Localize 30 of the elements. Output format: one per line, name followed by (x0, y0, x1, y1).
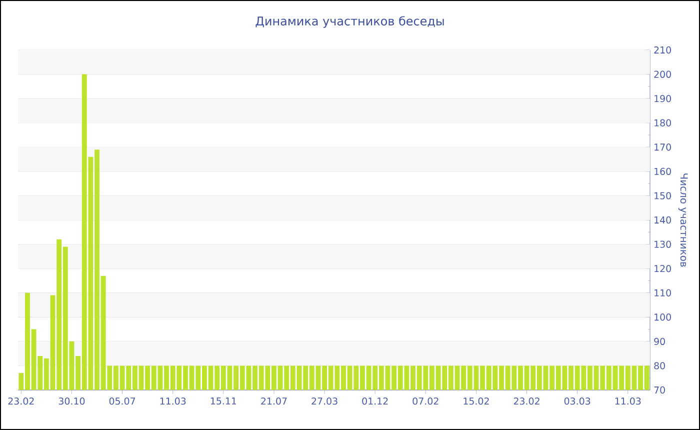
y-tick-label: 170 (654, 144, 671, 151)
y-tick-label: 110 (654, 289, 671, 296)
y-tick-label: 100 (654, 314, 671, 321)
x-tick-label: 11.03 (160, 398, 186, 405)
y-tick-label: 200 (654, 70, 671, 78)
x-tick-label: 30.10 (58, 398, 85, 405)
x-tick-label: 23.02 (514, 398, 540, 405)
y-tick-label: 210 (654, 46, 671, 54)
y-tick-label: 140 (654, 216, 671, 224)
y-tick-label: 80 (654, 362, 665, 370)
x-tick-label: 27.03 (312, 398, 338, 405)
x-tick-label: 03.03 (564, 398, 590, 405)
x-tick-label: 23.02 (8, 398, 34, 405)
chart-title: Динамика участников беседы (256, 16, 444, 28)
x-tick-label: 11.03 (615, 398, 641, 405)
x-tick-label: 01.12 (362, 398, 388, 405)
x-tick-label: 07.02 (412, 398, 438, 405)
x-tick-label: 05.07 (109, 398, 136, 405)
y-axis-title: Число участников (678, 174, 688, 267)
y-tick-label: 90 (654, 338, 665, 346)
y-tick-label: 160 (654, 168, 671, 176)
y-tick-label: 180 (654, 119, 671, 126)
x-tick-label: 15.11 (210, 398, 236, 405)
x-tick-label: 21.07 (261, 398, 287, 405)
y-tick-label: 190 (654, 94, 671, 102)
x-tick-label: 15.02 (464, 398, 489, 405)
y-tick-label: 130 (654, 240, 671, 248)
y-tick-label: 120 (654, 264, 671, 272)
y-tick-label: 70 (654, 386, 665, 394)
y-tick-label: 150 (654, 192, 671, 200)
